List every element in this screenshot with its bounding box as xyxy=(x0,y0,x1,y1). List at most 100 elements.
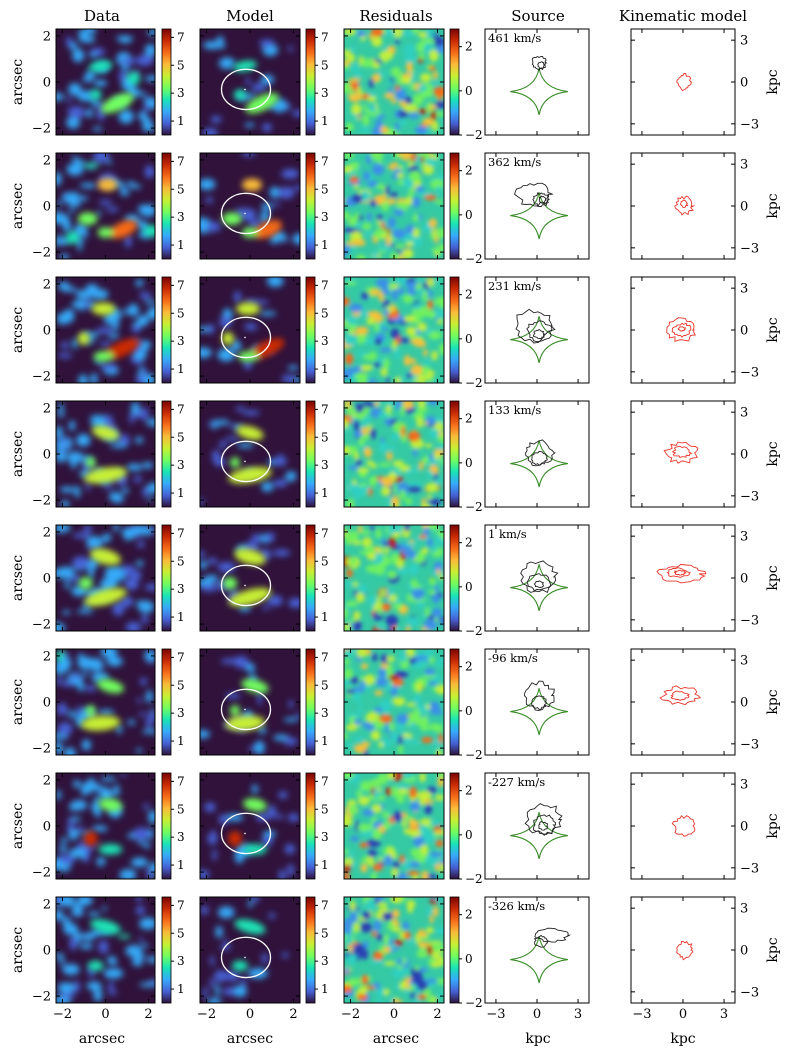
noise-speck xyxy=(234,852,245,864)
residual-speck xyxy=(378,668,387,680)
noise-speck xyxy=(56,441,66,450)
colorbar-tick-label: 0 xyxy=(465,332,473,346)
residual-speck xyxy=(434,897,442,902)
residual-speck xyxy=(386,235,391,246)
noise-speck xyxy=(200,583,218,592)
residual-speck xyxy=(401,437,407,443)
noise-speck xyxy=(100,776,116,782)
noise-speck xyxy=(56,952,61,960)
noise-speck xyxy=(116,724,123,734)
residual-speck xyxy=(425,606,430,618)
residual-speck xyxy=(417,191,431,196)
residual-speck xyxy=(436,318,444,325)
residual-speck xyxy=(429,820,441,827)
residual-speck xyxy=(390,192,398,198)
residual-speck xyxy=(407,431,421,442)
flux-colorbar xyxy=(161,524,172,632)
residual-speck xyxy=(394,277,407,286)
noise-speck xyxy=(200,905,209,915)
residual-speck xyxy=(361,911,372,920)
residual-speck xyxy=(407,860,421,868)
residual-speck xyxy=(354,333,367,344)
noise-speck xyxy=(59,253,70,259)
residual-speck xyxy=(436,660,443,668)
x-axis-label-kinematic: kpc xyxy=(670,1031,695,1047)
residual-speck xyxy=(369,351,377,361)
emission-blob xyxy=(77,332,90,345)
noise-speck xyxy=(93,988,103,1002)
residual-speck xyxy=(366,96,377,102)
flux-colorbar xyxy=(161,648,172,756)
data-panel: −2 0 2 arcsec 1 3 5 7 xyxy=(10,524,185,633)
y-axis-label: arcsec xyxy=(10,183,26,229)
residual-speck xyxy=(395,39,400,45)
noise-speck xyxy=(143,225,155,237)
residual-speck xyxy=(350,45,356,52)
residual-speck xyxy=(427,494,432,500)
residual-speck xyxy=(398,568,409,575)
residual-speck xyxy=(415,551,426,564)
residual-speck xyxy=(366,898,376,911)
noise-speck xyxy=(278,869,286,879)
residual-speck xyxy=(426,29,432,37)
noise-speck xyxy=(200,327,211,332)
colorbar-tick-label: 7 xyxy=(177,278,185,292)
residual-speck xyxy=(371,126,382,135)
residual-speck xyxy=(387,570,398,579)
noise-speck xyxy=(274,236,290,242)
emission-blob xyxy=(230,457,240,468)
residual-speck xyxy=(425,103,431,109)
residual-speck xyxy=(379,714,393,724)
residual-speck xyxy=(369,427,376,440)
residual-colorbar xyxy=(449,28,460,136)
residual-speck xyxy=(353,419,360,432)
noise-speck xyxy=(91,99,100,108)
colorbar-tick-label: 1 xyxy=(321,734,329,748)
residual-speck xyxy=(361,58,375,68)
residual-speck xyxy=(422,374,431,380)
residual-speck xyxy=(354,744,367,754)
x-axis-label-residuals: arcsec xyxy=(373,1031,419,1047)
noise-speck xyxy=(88,52,98,58)
residual-speck xyxy=(424,725,434,731)
residual-speck xyxy=(407,485,422,493)
residual-speck xyxy=(344,863,352,873)
residual-colorbar xyxy=(449,400,460,508)
residual-speck xyxy=(436,444,444,451)
right-axis-label: kpc xyxy=(765,937,781,962)
flux-colorbar xyxy=(305,896,316,1004)
residual-speck xyxy=(402,30,414,37)
model-panel: 1 3 5 7 xyxy=(199,772,329,880)
colorbar-tick-label: 3 xyxy=(321,86,329,100)
noise-speck xyxy=(131,570,142,580)
residual-speck xyxy=(406,372,413,379)
noise-speck xyxy=(261,481,274,492)
noise-speck xyxy=(59,952,64,967)
residual-speck xyxy=(355,326,369,335)
residual-speck xyxy=(355,351,367,356)
noise-speck xyxy=(277,791,288,799)
noise-speck xyxy=(139,982,155,987)
residual-speck xyxy=(429,589,437,596)
residual-speck xyxy=(437,776,444,788)
colorbar-tick-label: 3 xyxy=(177,706,185,720)
residual-speck xyxy=(382,542,391,547)
noise-speck xyxy=(284,843,296,855)
residual-speck xyxy=(415,329,421,335)
residual-speck xyxy=(419,460,424,471)
noise-speck xyxy=(219,316,232,329)
residual-speck xyxy=(416,601,425,609)
noise-speck xyxy=(249,219,262,228)
noise-speck xyxy=(79,943,94,950)
noise-speck xyxy=(77,682,85,692)
noise-speck xyxy=(251,534,263,542)
noise-speck xyxy=(244,122,255,128)
residual-speck xyxy=(374,322,380,333)
noise-speck xyxy=(59,237,65,243)
residual-speck xyxy=(398,101,407,107)
noise-speck xyxy=(218,57,235,70)
noise-speck xyxy=(56,525,71,533)
noise-speck xyxy=(210,955,215,967)
emission-blob xyxy=(254,220,282,239)
residual-speck xyxy=(356,649,366,658)
